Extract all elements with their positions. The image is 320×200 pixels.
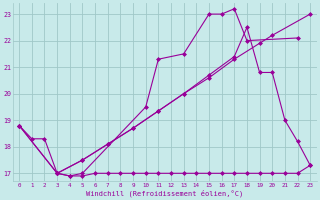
X-axis label: Windchill (Refroidissement éolien,°C): Windchill (Refroidissement éolien,°C) (86, 189, 243, 197)
